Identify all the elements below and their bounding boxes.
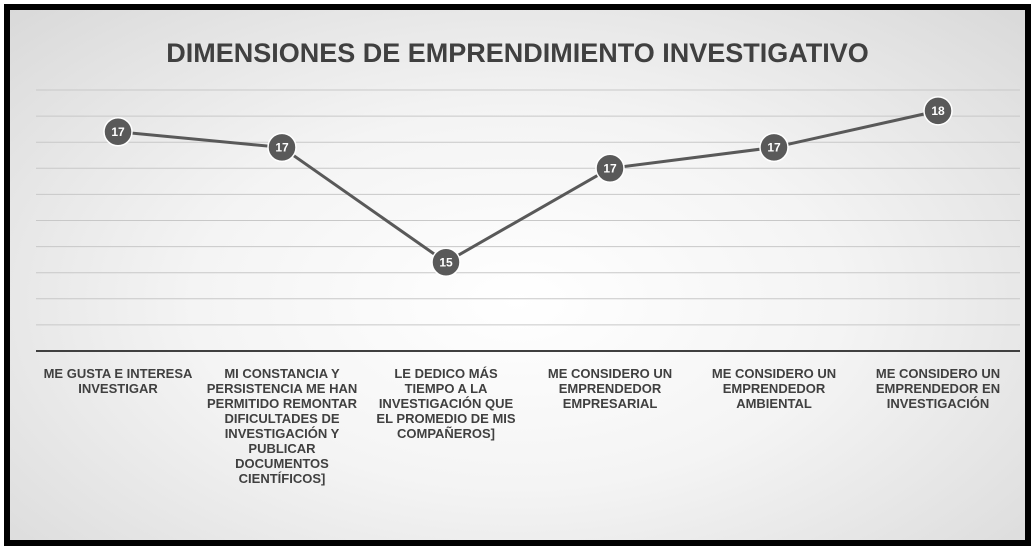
x-tick-label: ME GUSTA E INTERESA INVESTIGAR — [43, 366, 193, 396]
marker — [595, 153, 625, 184]
marker — [103, 117, 133, 147]
marker — [431, 247, 461, 278]
marker — [267, 132, 297, 163]
chart-title: DIMENSIONES DE EMPRENDIMIENTO INVESTIGAT… — [166, 38, 869, 68]
data-label: 17 — [603, 161, 617, 175]
chart-frame: DIMENSIONES DE EMPRENDIMIENTO INVESTIGAT… — [4, 4, 1031, 546]
marker — [923, 96, 953, 126]
data-label: 17 — [111, 125, 125, 139]
data-label: 15 — [439, 255, 453, 269]
x-tick-label: LE DEDICO MÁS TIEMPO A LA INVESTIGACIÓN … — [376, 366, 516, 441]
x-tick-label: ME CONSIDERO UN EMPRENDEDOR AMBIENTAL — [711, 366, 837, 411]
line — [117, 109, 939, 265]
data-label: 17 — [275, 140, 289, 154]
x-tick-label: MI CONSTANCIA Y PERSISTENCIA ME HAN PERM… — [206, 366, 358, 486]
data-label: 17 — [767, 140, 781, 154]
marker — [759, 132, 789, 163]
x-tick-label: ME CONSIDERO UN EMPRENDEDOR EN INVESTIGA… — [875, 366, 1001, 411]
data-label: 18 — [931, 104, 945, 118]
chart: 17 17 15 17 17 18 — [36, 89, 1020, 352]
x-tick-label: ME CONSIDERO UN EMPRENDEDOR EMPRESARIAL — [547, 366, 673, 411]
